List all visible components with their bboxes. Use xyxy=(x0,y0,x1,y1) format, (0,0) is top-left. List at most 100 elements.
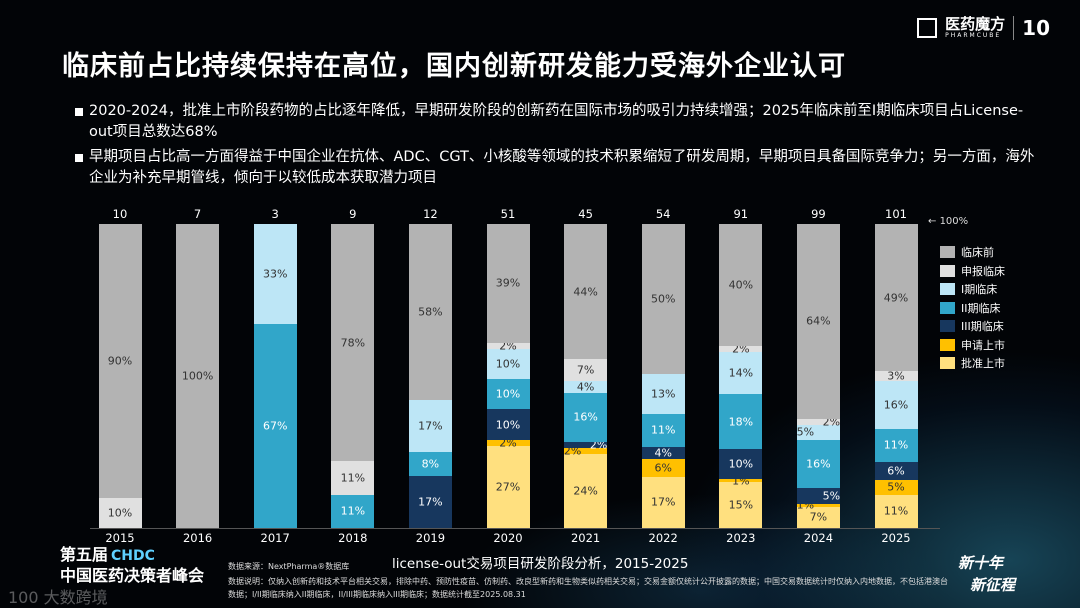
data-label: 18% xyxy=(728,415,754,429)
bar-segment: 8% xyxy=(408,452,452,477)
data-label: 10% xyxy=(495,357,521,371)
hundred-percent-marker: ← 100% xyxy=(928,216,969,227)
legend-label: III期临床 xyxy=(961,320,1004,334)
bar-total-label: 99 xyxy=(811,207,826,221)
legend-label: II期临床 xyxy=(961,301,1001,315)
bar-segment: 5% xyxy=(796,424,840,440)
bar-segment: 50% xyxy=(641,224,685,375)
bar-segment: 11% xyxy=(874,428,918,462)
data-label: 8% xyxy=(421,457,440,471)
legend-label: 临床前 xyxy=(961,246,994,260)
bar-segment: 10% xyxy=(486,379,530,410)
bar-segment: 2% xyxy=(564,439,607,452)
bar-segment: 3% xyxy=(874,369,918,382)
bar-segment: 2% xyxy=(486,339,530,352)
data-label: 5% xyxy=(822,489,841,503)
bar-segment: 13% xyxy=(641,374,685,414)
data-label: 90% xyxy=(107,354,133,368)
data-label: 7% xyxy=(809,510,828,524)
data-label: 33% xyxy=(262,267,288,281)
conference-tag: CHDC xyxy=(111,548,155,564)
bar-segment: 16% xyxy=(564,392,608,442)
x-tick-label: 2021 xyxy=(570,531,601,545)
bullet-item: 2020-2024，批准上市阶段药物的占比逐年降低，早期研发阶段的创新药在国际市… xyxy=(75,101,1035,143)
bar-segment: 39% xyxy=(486,224,530,343)
bar-total-label: 51 xyxy=(500,207,516,221)
bar-segment: 1% xyxy=(719,474,763,487)
bar-segment: 67% xyxy=(253,324,297,528)
data-label: 11% xyxy=(883,504,909,518)
watermark: 100 大数跨境 xyxy=(8,588,108,607)
bar-segment: 4% xyxy=(641,446,685,460)
bar-segment: 64% xyxy=(796,224,840,419)
x-tick-label: 2019 xyxy=(415,531,446,545)
bar-segment: 100% xyxy=(176,224,220,528)
bar-segment: 14% xyxy=(719,351,763,395)
bullet-item: 早期项目占比高一方面得益于中国企业在抗体、ADC、CGT、小核酸等领域的技术积累… xyxy=(75,147,1035,189)
slogan: 新十年 新征程 xyxy=(958,552,1015,596)
conference-logo: 第五届 CHDC 中国医药决策者峰会 xyxy=(60,545,220,586)
bar-segment: 5% xyxy=(796,488,841,504)
conference-edition: 第五届 xyxy=(60,545,109,564)
data-label: 78% xyxy=(340,336,366,350)
bar-segment: 40% xyxy=(719,224,763,346)
cube-icon xyxy=(917,18,938,38)
bar-segment: 49% xyxy=(874,224,918,372)
bar-segment: 2% xyxy=(796,415,840,428)
bar-segment: 17% xyxy=(408,400,452,452)
logo-subtext: PHARMCUBE xyxy=(945,32,1002,39)
legend-swatch xyxy=(940,320,955,333)
x-axis-line xyxy=(90,528,940,529)
data-label: 6% xyxy=(887,464,905,478)
legend-item: I期临床 xyxy=(940,280,1005,299)
bar-segment: 58% xyxy=(408,224,452,401)
bar-total-label: 101 xyxy=(885,207,907,221)
legend-item: 申请上市 xyxy=(940,336,1005,355)
data-label: 4% xyxy=(576,380,595,394)
bar-total-label: 7 xyxy=(193,207,202,221)
x-tick-label: 2016 xyxy=(182,531,213,545)
bar-segment: 78% xyxy=(331,224,375,462)
data-label: 13% xyxy=(650,387,676,401)
legend-item: 申报临床 xyxy=(940,262,1005,281)
bar-segment: 5% xyxy=(874,479,918,495)
data-label: 15% xyxy=(728,498,754,512)
logo-text: 医药魔方 xyxy=(945,15,1006,33)
legend-swatch xyxy=(940,283,955,296)
data-label: 11% xyxy=(340,471,366,485)
bar-segment: 10% xyxy=(486,348,530,380)
data-label: 49% xyxy=(883,291,909,305)
legend-label: I期临床 xyxy=(961,283,998,297)
legend-swatch xyxy=(940,301,955,314)
data-label: 10% xyxy=(107,506,133,520)
bar-segment: 4% xyxy=(564,380,608,394)
pharmcube-logo: 医药魔方 PHARMCUBE 10 xyxy=(917,16,1050,40)
data-label: 5% xyxy=(796,425,815,439)
bar-total-label: 54 xyxy=(655,207,671,221)
legend-item: III期临床 xyxy=(940,317,1005,336)
bar-total-label: 9 xyxy=(349,207,357,221)
data-label: 4% xyxy=(654,446,672,460)
bar-total-label: 12 xyxy=(423,207,438,221)
data-label: 17% xyxy=(418,495,443,509)
x-tick-label: 2022 xyxy=(648,531,678,545)
legend-label: 申报临床 xyxy=(961,264,1005,278)
bullet-list: 2020-2024，批准上市阶段药物的占比逐年降低，早期研发阶段的创新药在国际市… xyxy=(75,101,1035,193)
data-label: 27% xyxy=(495,480,521,494)
x-tick-label: 2015 xyxy=(105,531,135,545)
bar-segment: 11% xyxy=(641,413,685,447)
bar-segment: 10% xyxy=(98,497,142,528)
data-label: 50% xyxy=(650,292,676,306)
bar-segment: 10% xyxy=(486,409,530,440)
bar-segment: 10% xyxy=(719,448,763,480)
bar-segment: 17% xyxy=(641,476,685,528)
data-label: 16% xyxy=(883,398,909,412)
x-tick-label: 2023 xyxy=(726,531,756,545)
hundred-percent-label: 100% xyxy=(939,216,969,227)
bar-segment: 2% xyxy=(486,436,530,449)
x-tick-label: 2020 xyxy=(493,531,523,545)
data-source: 数据来源：NextPharma®数据库 xyxy=(228,562,350,571)
bar-total-label: 3 xyxy=(271,207,279,221)
bar-segment: 17% xyxy=(408,476,452,528)
